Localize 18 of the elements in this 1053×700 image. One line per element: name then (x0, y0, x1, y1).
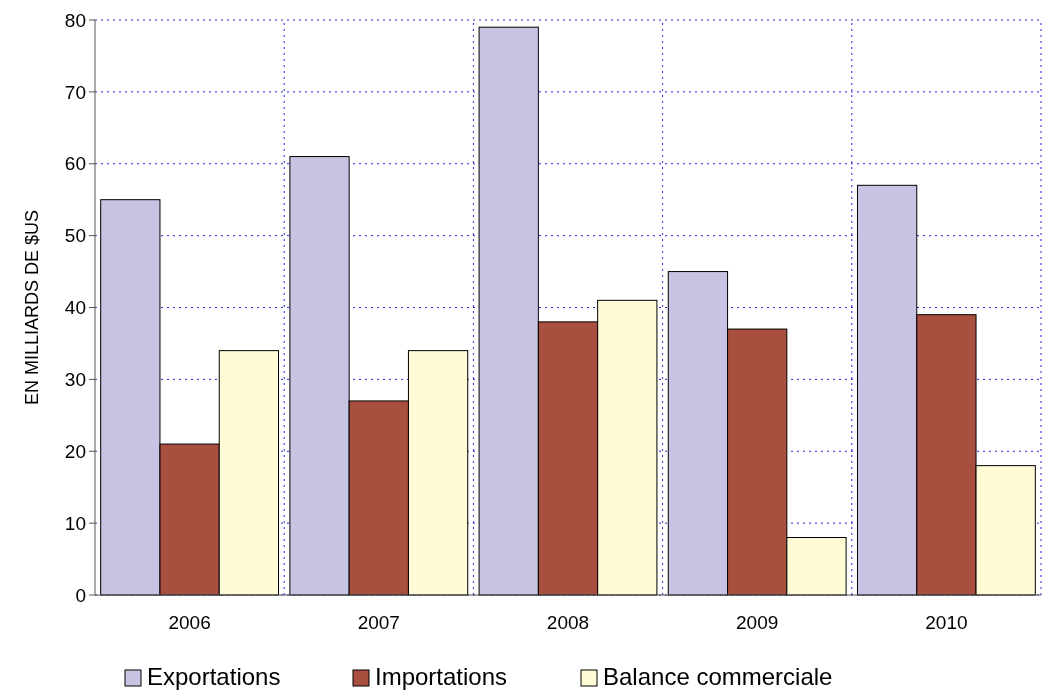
y-tick-label: 20 (64, 440, 86, 462)
y-axis-title: EN MILLIARDS DE $US (22, 209, 42, 406)
y-tick-label: 70 (64, 81, 86, 103)
legend-label: Balance commerciale (603, 663, 833, 690)
y-tick-label: 50 (64, 225, 86, 247)
x-tick-label: 2007 (357, 612, 400, 633)
x-tick-label: 2006 (168, 612, 211, 633)
x-tick-label: 2010 (925, 612, 968, 633)
legend-label: Exportations (147, 663, 281, 690)
y-tick-label: 30 (64, 369, 86, 391)
x-tick-label: 2009 (736, 612, 779, 633)
legend-label: Importations (375, 663, 508, 690)
x-tick-label: 2008 (546, 612, 590, 633)
y-tick-label: 10 (64, 512, 86, 534)
y-tick-label: 80 (64, 9, 86, 31)
y-tick-label: 60 (64, 153, 86, 175)
y-tick-label: 40 (64, 297, 86, 319)
y-tick-label: 0 (75, 584, 86, 606)
